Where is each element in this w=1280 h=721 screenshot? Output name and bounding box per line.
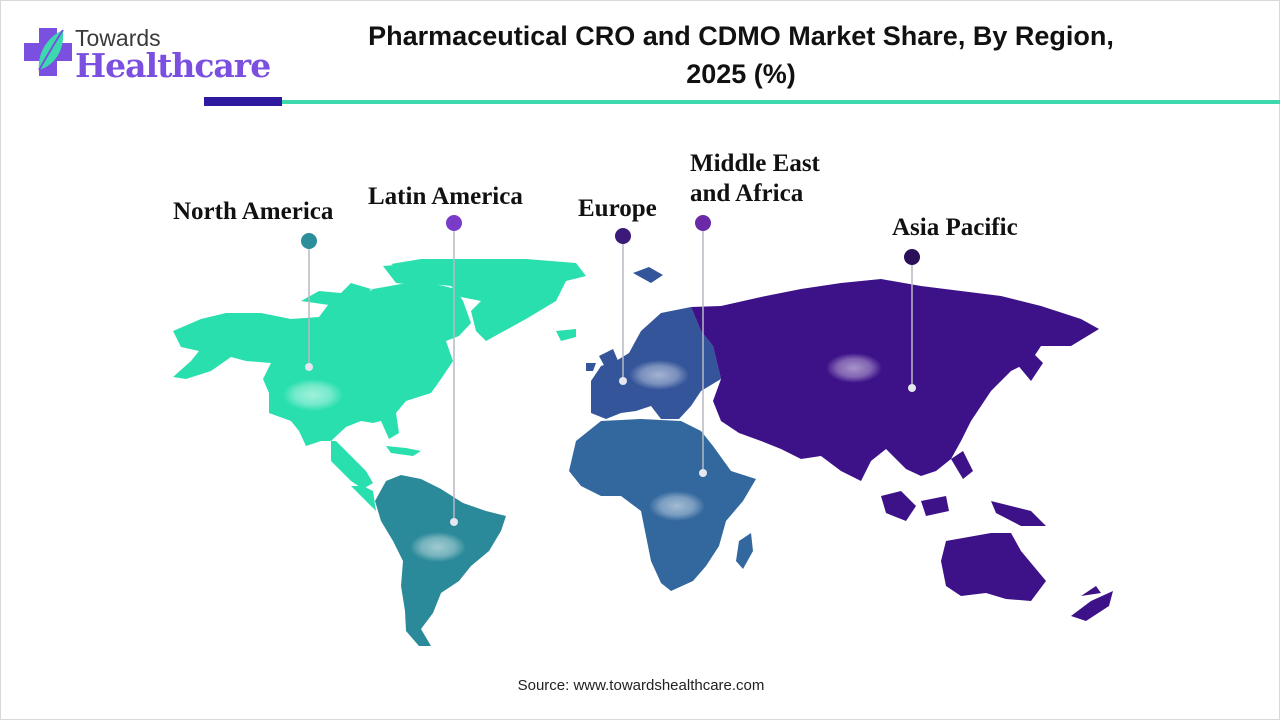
- label-middle-east-africa: Middle East and Africa: [690, 150, 820, 207]
- label-europe: Europe: [578, 195, 657, 222]
- brand-logo: Towards Healthcare: [23, 23, 271, 85]
- region-north-america[interactable]: [173, 259, 586, 511]
- pin-mea: [695, 215, 711, 231]
- pin-north-america: [301, 233, 317, 249]
- label-asia-pacific: Asia Pacific: [892, 214, 1018, 241]
- medical-cross-leaf-icon: [24, 28, 72, 76]
- chart-title: Pharmaceutical CRO and CDMO Market Share…: [368, 21, 1114, 89]
- pin-europe: [615, 228, 631, 244]
- pin-asia-pacific: [904, 249, 920, 265]
- label-latin-america: Latin America: [368, 183, 523, 210]
- value-label-mea: [649, 491, 705, 521]
- header-accent-bar: [204, 97, 282, 106]
- brand-name-main: Healthcare: [75, 46, 271, 85]
- region-europe[interactable]: [586, 267, 721, 419]
- pin-latin-america: [446, 215, 462, 231]
- source-note: Source: www.towardshealthcare.com: [517, 677, 765, 694]
- region-asia-pacific[interactable]: [691, 279, 1113, 621]
- header-divider: [282, 100, 1280, 104]
- brand-name-top: Towards: [75, 25, 161, 51]
- value-label-latin-america: [410, 532, 466, 562]
- value-label-europe: [629, 360, 689, 390]
- label-north-america: North America: [173, 198, 334, 225]
- value-label-asia-pacific: [826, 353, 882, 383]
- value-label-north-america: [283, 379, 343, 411]
